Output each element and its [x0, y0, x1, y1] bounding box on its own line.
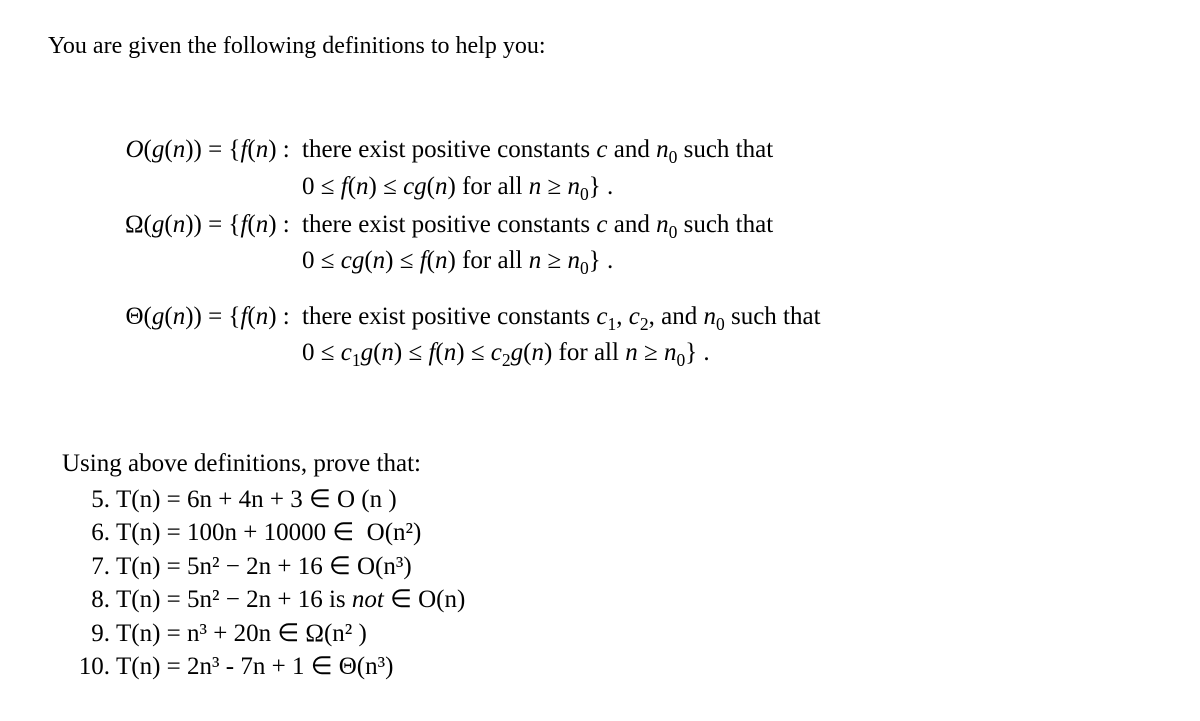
problem-7: 7. T(n) = 5n² − 2n + 16 ∈ O(n³) — [62, 550, 1152, 584]
def-big-o-rhs: there exist positive constants c and n0 … — [302, 132, 1152, 170]
intro-text: You are given the following definitions … — [48, 30, 1152, 62]
problem-number: 10. — [62, 650, 116, 684]
problem-text: T(n) = 2n³ - 7n + 1 ∈ Θ(n³) — [116, 650, 393, 684]
def-big-omega-lhs: Ω(g(n)) = {f(n) : — [84, 207, 302, 245]
problem-text: T(n) = 100n + 10000 ∈ O(n²) — [116, 516, 421, 550]
using-block: Using above definitions, prove that: 5. … — [62, 447, 1152, 684]
problem-number: 6. — [62, 516, 116, 550]
problem-text: T(n) = 5n² − 2n + 16 ∈ O(n³) — [116, 550, 412, 584]
problem-text: T(n) = n³ + 20n ∈ Ω(n² ) — [116, 617, 367, 651]
using-header: Using above definitions, prove that: — [62, 447, 1152, 481]
problem-number: 9. — [62, 617, 116, 651]
definitions-block: O(g(n)) = {f(n) : there exist positive c… — [84, 132, 1152, 372]
page: You are given the following definitions … — [0, 0, 1200, 684]
def-big-theta-rhs: there exist positive constants c1, c2, a… — [302, 299, 1152, 337]
problem-10: 10. T(n) = 2n³ - 7n + 1 ∈ Θ(n³) — [62, 650, 1152, 684]
problem-text: T(n) = 6n + 4n + 3 ∈ O (n ) — [116, 483, 397, 517]
problem-number: 7. — [62, 550, 116, 584]
problem-5: 5. T(n) = 6n + 4n + 3 ∈ O (n ) — [62, 483, 1152, 517]
def-big-omega-cond: 0 ≤ cg(n) ≤ f(n) for all n ≥ n0} . — [84, 244, 1152, 281]
problem-6: 6. T(n) = 100n + 10000 ∈ O(n²) — [62, 516, 1152, 550]
problem-list: 5. T(n) = 6n + 4n + 3 ∈ O (n ) 6. T(n) =… — [62, 483, 1152, 684]
def-big-omega-rhs: there exist positive constants c and n0 … — [302, 207, 1152, 245]
problem-8: 8. T(n) = 5n² − 2n + 16 is not ∈ O(n) — [62, 583, 1152, 617]
def-big-theta-line1: Θ(g(n)) = {f(n) : there exist positive c… — [84, 299, 1152, 337]
def-big-theta-lhs: Θ(g(n)) = {f(n) : — [84, 299, 302, 337]
problem-9: 9. T(n) = n³ + 20n ∈ Ω(n² ) — [62, 617, 1152, 651]
def-big-theta-cond: 0 ≤ c1g(n) ≤ f(n) ≤ c2g(n) for all n ≥ n… — [84, 336, 1152, 373]
def-big-omega-line1: Ω(g(n)) = {f(n) : there exist positive c… — [84, 207, 1152, 245]
def-big-o-lhs: O(g(n)) = {f(n) : — [84, 132, 302, 170]
def-big-o-cond: 0 ≤ f(n) ≤ cg(n) for all n ≥ n0} . — [84, 170, 1152, 207]
problem-text: T(n) = 5n² − 2n + 16 is not ∈ O(n) — [116, 583, 465, 617]
problem-number: 8. — [62, 583, 116, 617]
problem-number: 5. — [62, 483, 116, 517]
def-big-o-line1: O(g(n)) = {f(n) : there exist positive c… — [84, 132, 1152, 170]
